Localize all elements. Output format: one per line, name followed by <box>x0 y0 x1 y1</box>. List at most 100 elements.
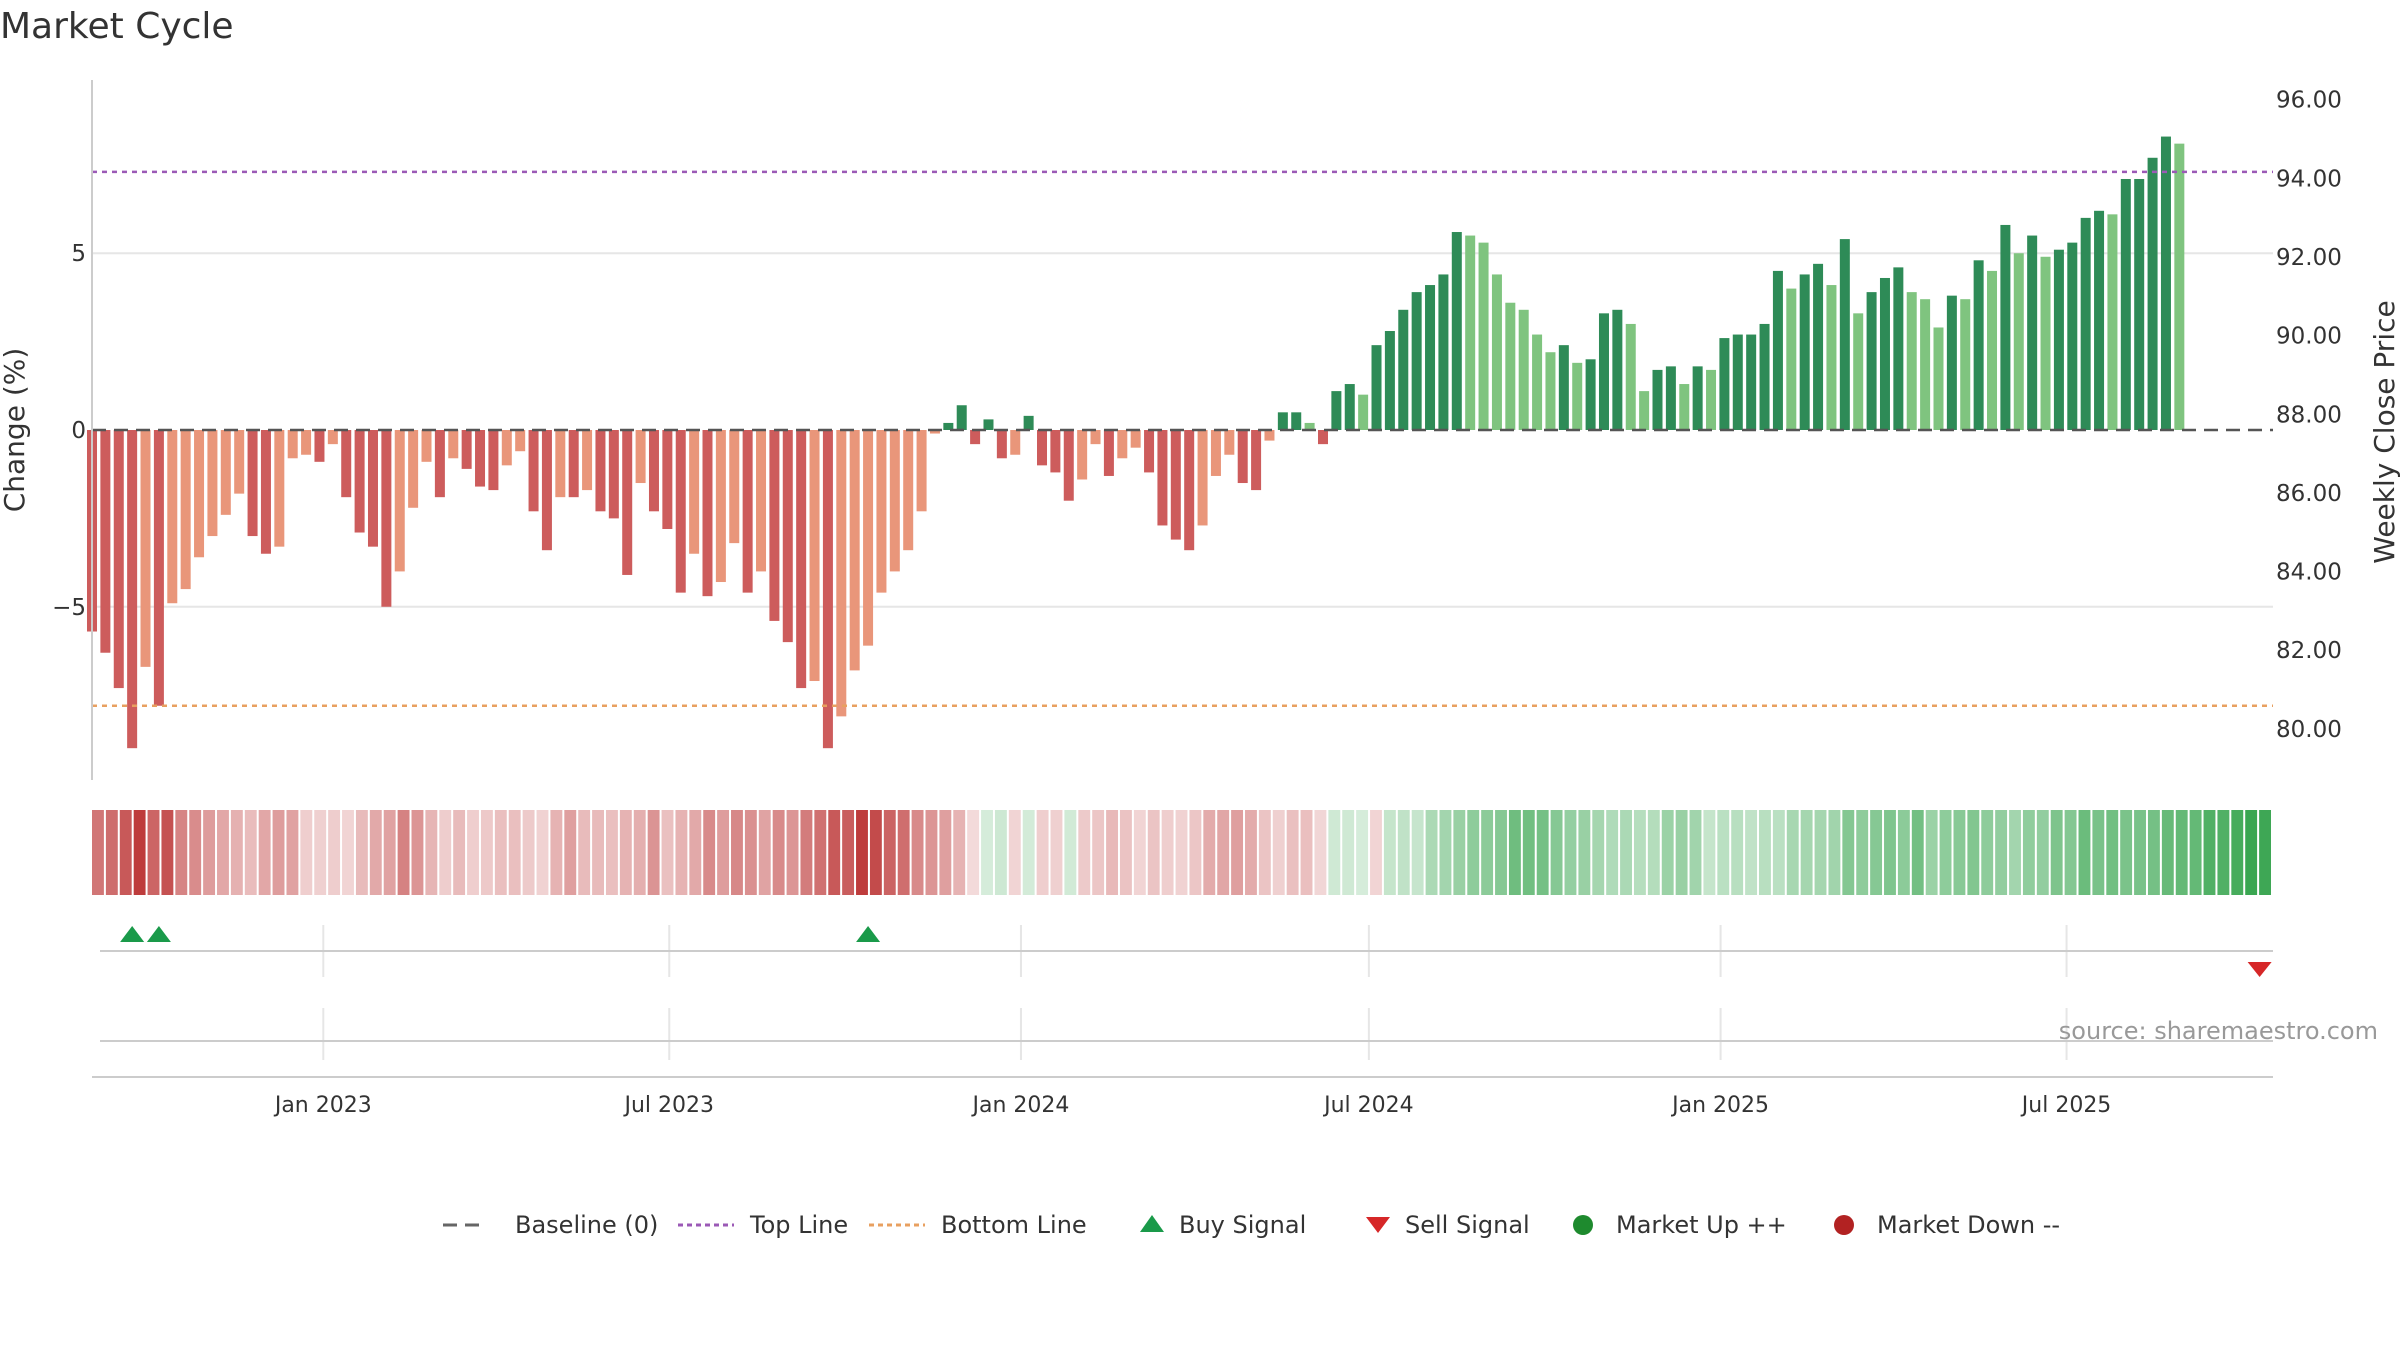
source-credit: source: sharemaestro.com <box>2059 1017 2378 1045</box>
weekly-change-bar <box>662 430 673 529</box>
heat-strip-cell <box>1092 810 1105 895</box>
heat-strip-cell <box>1245 810 1257 895</box>
y2-tick-label: 94.00 <box>2276 166 2342 192</box>
heat-strip-cell <box>1300 810 1313 895</box>
buy-signal-marker <box>146 926 171 942</box>
weekly-change-bar <box>1839 239 1850 430</box>
heat-strip-cell <box>1856 810 1869 895</box>
weekly-change-bar <box>796 430 807 689</box>
heat-strip-cell <box>1370 810 1382 895</box>
weekly-change-bar <box>1063 430 1074 501</box>
heat-strip-cell <box>1411 810 1424 895</box>
legend-circle-icon <box>1573 1215 1593 1235</box>
legend-item: Baseline (0) <box>443 1211 658 1239</box>
heat-strip-cell <box>1481 810 1494 895</box>
weekly-change-bar <box>1505 302 1516 430</box>
weekly-change-bar <box>916 430 927 512</box>
weekly-change-bar <box>1799 274 1810 430</box>
heat-strip-cell <box>2009 810 2021 895</box>
heat-strip-cell <box>480 810 493 895</box>
weekly-change-bar <box>1411 292 1422 430</box>
weekly-change-bar <box>1558 345 1569 430</box>
weekly-change-bar <box>903 430 914 551</box>
heat-strip-cell <box>1425 810 1438 895</box>
legend-label: Buy Signal <box>1179 1211 1306 1239</box>
weekly-change-bar <box>1906 292 1917 430</box>
heat-strip-cell <box>1383 810 1396 895</box>
weekly-change-bar <box>1532 334 1543 430</box>
heat-strip-cell <box>1008 810 1021 895</box>
weekly-change-bar <box>1679 384 1690 430</box>
weekly-change-bar <box>408 430 419 508</box>
weekly-change-bar <box>2174 143 2185 431</box>
weekly-change-bar <box>1746 334 1757 430</box>
heat-strip-cell <box>1147 810 1160 895</box>
heat-strip-cell <box>203 810 216 895</box>
heat-strip-cell <box>1633 810 1646 895</box>
weekly-change-bar <box>2134 178 2145 430</box>
weekly-change-bar <box>729 430 740 544</box>
x-tick-label: Jul 2024 <box>1322 1093 1414 1118</box>
weekly-change-bar <box>715 430 726 583</box>
heat-strip-cell <box>189 810 202 895</box>
heat-strip-cell <box>939 810 952 895</box>
weekly-change-bar <box>943 422 954 430</box>
buy-signal-marker <box>856 926 881 942</box>
heat-strip-cell <box>2161 810 2174 895</box>
heat-strip-cell <box>1550 810 1563 895</box>
heat-strip-cell <box>1050 810 1063 895</box>
heat-strip-cell <box>828 810 841 895</box>
weekly-change-bar <box>970 430 981 445</box>
weekly-change-bar <box>622 430 633 575</box>
x-tick-label: Jan 2023 <box>273 1093 372 1118</box>
heat-strip-cell <box>2217 810 2230 895</box>
heat-strip-cell <box>1689 810 1702 895</box>
heat-strip-cell <box>1786 810 1799 895</box>
weekly-change-bar <box>1786 288 1797 430</box>
weekly-change-bar <box>608 430 619 519</box>
heat-strip-cell <box>953 810 966 895</box>
weekly-change-bar <box>287 430 298 459</box>
weekly-change-bar <box>167 430 178 604</box>
heat-strip-cell <box>1522 810 1535 895</box>
weekly-change-bar <box>1197 430 1208 526</box>
legend-item: Market Down -- <box>1834 1211 2060 1239</box>
heat-strip-cell <box>786 810 799 895</box>
weekly-change-bar <box>2040 256 2051 430</box>
heat-strip-cell <box>258 810 271 895</box>
weekly-change-bar <box>1317 430 1328 445</box>
heat-strip-cell <box>1064 810 1077 895</box>
heat-strip-cell <box>1119 810 1132 895</box>
heat-strip-cell <box>133 810 146 895</box>
heat-strip-cell <box>369 810 382 895</box>
weekly-change-bar <box>1612 309 1623 430</box>
heat-strip-cell <box>842 810 855 895</box>
axes: 5 0 −5 80.00 82.00 84.00 86.00 88.00 90.00 92.00 9… <box>52 80 2342 1118</box>
x-tick-label: Jan 2024 <box>971 1093 1070 1118</box>
weekly-change-bar <box>1893 267 1904 430</box>
weekly-change-bar <box>1451 232 1462 430</box>
heat-strip-cell <box>2245 810 2258 895</box>
weekly-change-bar <box>220 430 231 515</box>
weekly-change-bar <box>1090 430 1101 445</box>
weekly-change-bar <box>756 430 767 572</box>
heat-strip-cell <box>869 810 882 895</box>
heat-strip-cell <box>1397 810 1410 895</box>
weekly-change-bar <box>113 430 124 689</box>
heat-strip-cell <box>703 810 716 895</box>
weekly-change-bar <box>1652 369 1663 430</box>
heat-strip-cell <box>592 810 604 895</box>
heat-strip-cell <box>355 810 368 895</box>
heat-strip-cell <box>1772 810 1785 895</box>
weekly-change-bar <box>194 430 205 558</box>
weekly-change-bar <box>568 430 579 498</box>
heat-strip-cell <box>2036 810 2049 895</box>
heat-strip-cell <box>744 810 757 895</box>
heat-strip-cell <box>1578 810 1591 895</box>
weekly-change-bar <box>1224 430 1235 455</box>
heat-strip-cell <box>772 810 785 895</box>
weekly-change-bar <box>461 430 472 469</box>
y-axis-title: Change (%) <box>0 348 31 513</box>
heat-strip-cell <box>758 810 771 895</box>
y-tick-label: 5 <box>71 241 86 267</box>
